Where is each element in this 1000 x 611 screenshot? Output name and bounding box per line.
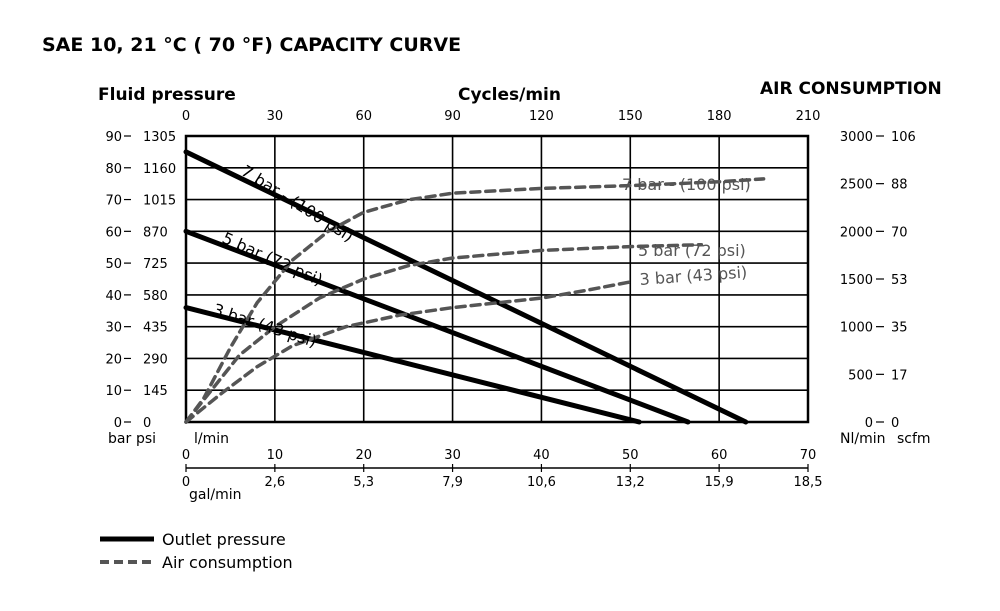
- tick-label-left-psi: 870: [143, 225, 168, 240]
- tick-label-left-bar: 20: [105, 352, 122, 367]
- plot-frame: [184, 134, 810, 424]
- series-curve-4: [184, 242, 704, 424]
- tick-label-top-cycles: 30: [267, 109, 284, 124]
- tick-label-top-cycles: 90: [444, 109, 461, 124]
- tick-label-top-cycles: 210: [796, 109, 821, 124]
- tick-label-right-scfm: 35: [891, 321, 908, 336]
- legend-dashed-label: Air consumption: [162, 553, 293, 572]
- tick-label-left-bar: 0: [114, 416, 122, 431]
- tick-label-left-psi: 0: [143, 416, 151, 431]
- tick-label-bottom-galmin: 2,6: [265, 475, 286, 490]
- tick-label-top-cycles: 120: [529, 109, 554, 124]
- bottom-unit-galmin: gal/min: [189, 487, 241, 503]
- tick-label-left-psi: 435: [143, 321, 168, 336]
- tick-label-right-scfm: 70: [891, 225, 908, 240]
- tick-label-right-scfm: 53: [891, 273, 908, 288]
- tick-label-right-scfm: 88: [891, 178, 908, 193]
- left-axis-title: Fluid pressure: [98, 85, 236, 105]
- tick-label-bottom-galmin: 7,9: [442, 475, 463, 490]
- tick-label-bottom-lmin: 0: [182, 448, 190, 463]
- tick-label-bottom-galmin: 5,3: [353, 475, 374, 490]
- tick-label-left-bar: 50: [105, 257, 122, 272]
- right-unit-nlmin: Nl/min: [840, 431, 885, 447]
- tick-label-left-psi: 1015: [143, 194, 176, 209]
- tick-label-left-psi: 725: [143, 257, 168, 272]
- curve-label-5bar-outlet: 5 bar (72 psi): [219, 228, 325, 289]
- tick-label-left-psi: 1160: [143, 162, 176, 177]
- tick-label-bottom-lmin: 50: [622, 448, 639, 463]
- tick-label-right-nlmin: 2000: [840, 225, 873, 240]
- bottom-unit-lmin: l/min: [194, 431, 229, 447]
- tick-label-bottom-galmin: 18,5: [794, 475, 823, 490]
- tick-label-bottom-galmin: 15,9: [705, 475, 734, 490]
- tick-label-top-cycles: 60: [355, 109, 372, 124]
- tick-label-right-nlmin: 3000: [840, 130, 873, 145]
- right-axis-title: AIR CONSUMPTION: [760, 79, 942, 99]
- chart-title: SAE 10, 21 °C ( 70 °F) CAPACITY CURVE: [42, 34, 461, 56]
- tick-label-bottom-lmin: 10: [267, 448, 284, 463]
- tick-label-top-cycles: 0: [182, 109, 190, 124]
- tick-label-bottom-lmin: 70: [800, 448, 817, 463]
- curve-label-3bar-air: 3 bar (43 psi): [639, 263, 748, 289]
- tick-label-top-cycles: 150: [618, 109, 643, 124]
- tick-label-right-nlmin: 1000: [840, 321, 873, 336]
- tick-label-right-scfm: 0: [891, 416, 899, 431]
- tick-label-left-bar: 90: [105, 130, 122, 145]
- tick-label-left-psi: 290: [143, 352, 168, 367]
- series-curve-0: [183, 149, 749, 425]
- right-unit-scfm: scfm: [897, 431, 931, 447]
- tick-label-left-bar: 80: [105, 162, 122, 177]
- tick-label-bottom-lmin: 40: [533, 448, 550, 463]
- series-curve-1: [183, 228, 691, 425]
- tick-label-bottom-galmin: 10,6: [527, 475, 556, 490]
- tick-label-right-nlmin: 500: [848, 368, 873, 383]
- tick-label-bottom-lmin: 30: [444, 448, 461, 463]
- tick-label-right-scfm: 17: [891, 368, 908, 383]
- tick-label-right-nlmin: 0: [865, 416, 873, 431]
- tick-label-left-psi: 145: [143, 384, 168, 399]
- tick-label-right-nlmin: 1500: [840, 273, 873, 288]
- top-axis-title: Cycles/min: [458, 85, 561, 105]
- tick-label-right-scfm: 106: [891, 130, 916, 145]
- tick-label-left-psi: 580: [143, 289, 168, 304]
- tick-label-left-psi: 1305: [143, 130, 176, 145]
- tick-label-bottom-galmin: 0: [182, 475, 190, 490]
- series-curve-3: [184, 177, 766, 424]
- tick-label-left-bar: 10: [105, 384, 122, 399]
- tick-label-bottom-lmin: 60: [711, 448, 728, 463]
- tick-label-right-nlmin: 2500: [840, 178, 873, 193]
- tick-label-left-bar: 60: [105, 225, 122, 240]
- curve-label-5bar-air: 5 bar (72 psi): [638, 241, 746, 260]
- series-curve-5: [184, 280, 633, 424]
- tick-label-top-cycles: 180: [707, 109, 732, 124]
- legend-solid-label: Outlet pressure: [162, 530, 286, 549]
- left-unit-psi: psi: [136, 431, 156, 447]
- tick-label-left-bar: 40: [105, 289, 122, 304]
- curve-label-7bar-air: 7 bar - (100 psi): [622, 175, 751, 194]
- tick-label-left-bar: 70: [105, 194, 122, 209]
- series-curve-2: [183, 305, 642, 425]
- tick-label-bottom-galmin: 13,2: [616, 475, 645, 490]
- tick-label-bottom-lmin: 20: [355, 448, 372, 463]
- left-unit-bar: bar: [108, 431, 131, 447]
- curve-label-7bar-outlet: 7 bar - (100 psi): [238, 161, 357, 245]
- tick-label-left-bar: 30: [105, 321, 122, 336]
